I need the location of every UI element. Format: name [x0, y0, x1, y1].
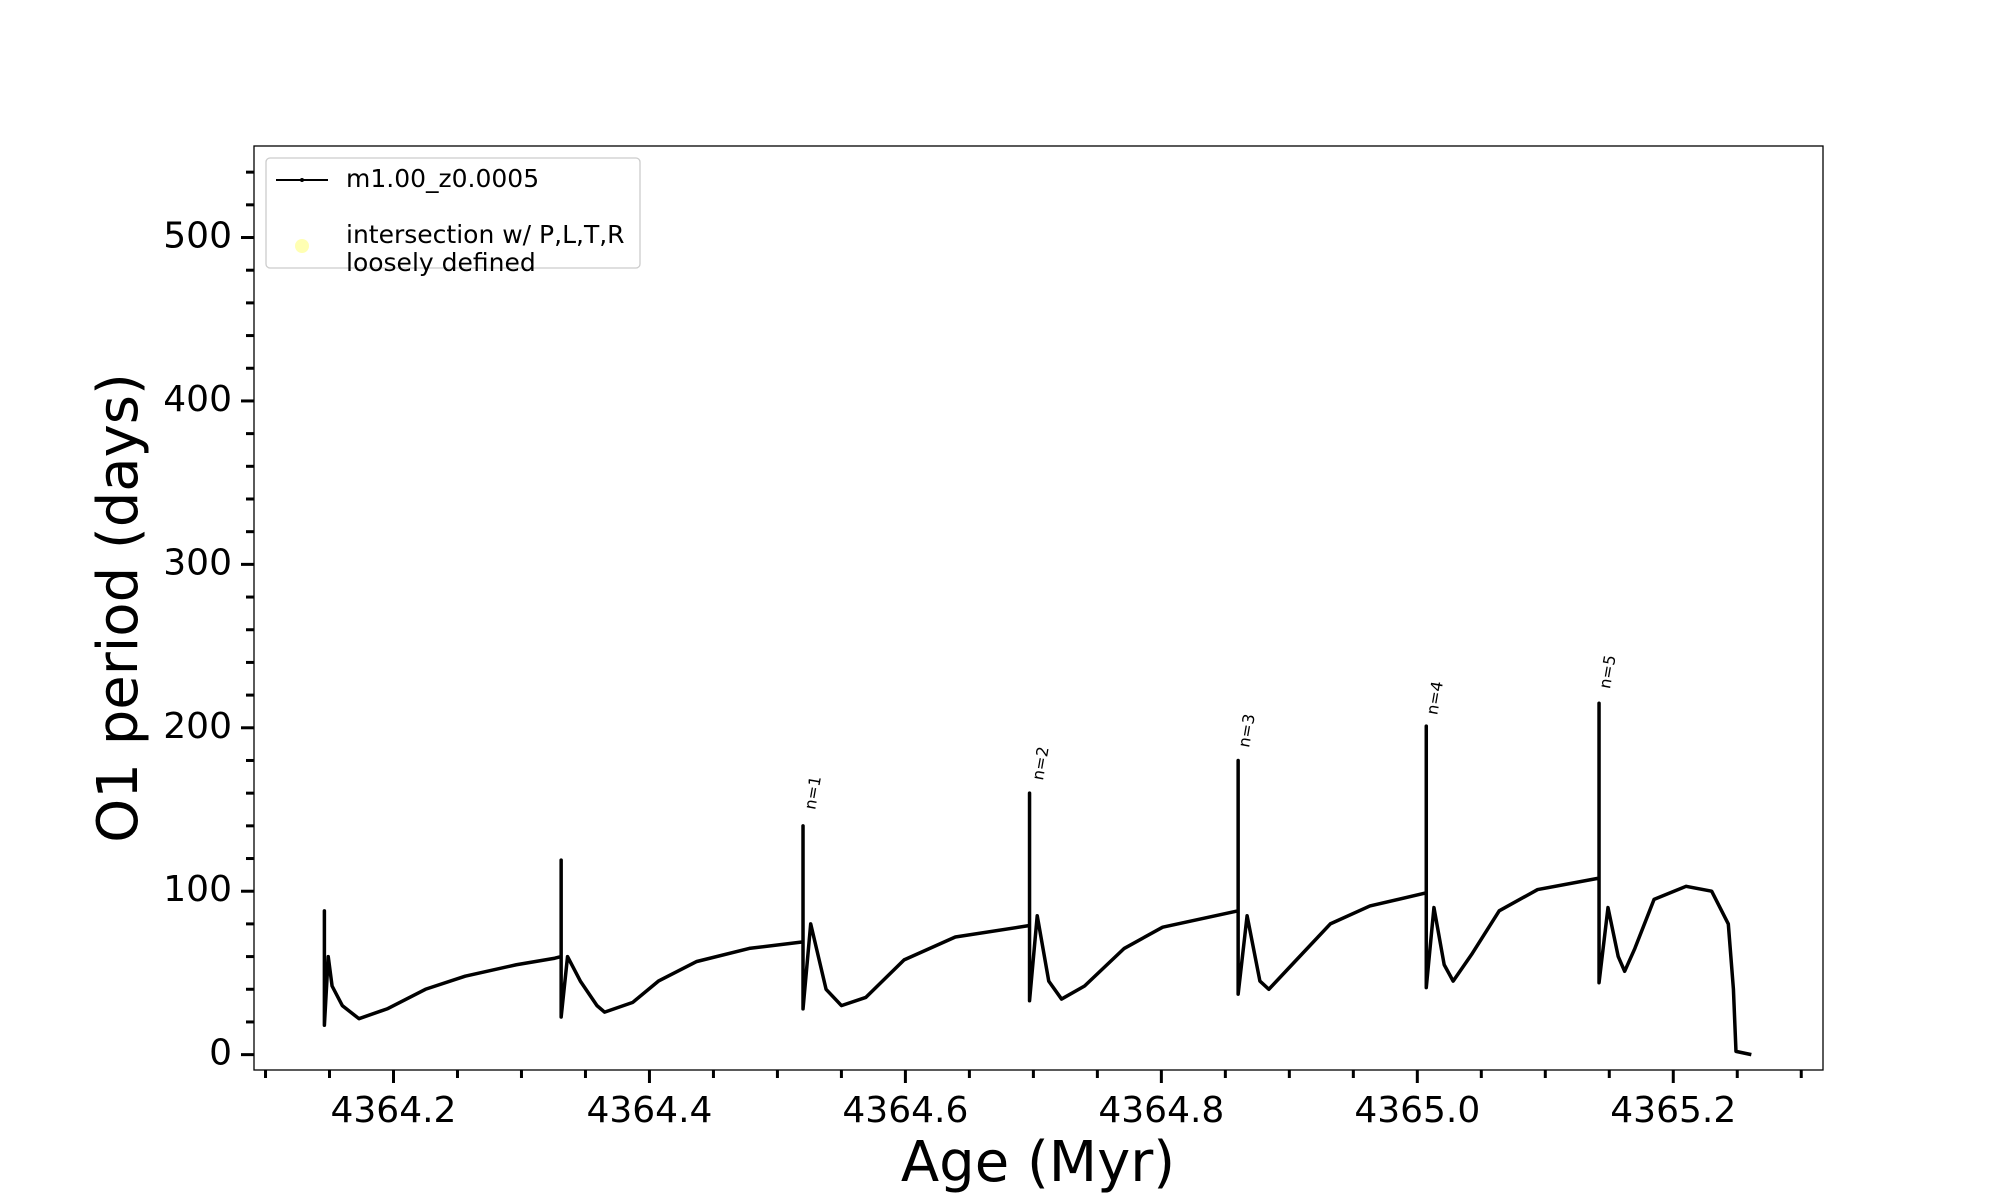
x-tick-label: 4364.2: [331, 1090, 457, 1131]
legend-label-line: loosely defined: [346, 248, 536, 277]
x-axis-label: Age (Myr): [901, 1130, 1175, 1195]
y-tick-label: 100: [163, 869, 232, 910]
legend: m1.00_z0.0005 intersection w/ P,L,T,R loos…: [265, 157, 641, 277]
legend-label-line: intersection w/ P,L,T,R: [346, 220, 625, 249]
x-tick-label: 4365.0: [1354, 1090, 1480, 1131]
legend-box: [265, 157, 641, 269]
x-tick-label: 4364.8: [1098, 1090, 1224, 1131]
data-line: [322, 701, 1752, 1057]
y-axis-label: O1 period (days): [86, 373, 151, 843]
legend-marker: [300, 178, 304, 182]
annotation: n=4: [1422, 680, 1447, 717]
y-tick-label: 0: [209, 1033, 232, 1074]
legend-label: intersection w/ P,L,T,R loosely defined: [346, 220, 625, 277]
annotation: n=1: [800, 774, 825, 811]
legend-marker: [295, 239, 309, 253]
plot-frame: [253, 145, 1824, 1071]
x-tick-label: 4365.2: [1610, 1090, 1736, 1131]
legend-label: m1.00_z0.0005: [346, 164, 539, 193]
x-tick-label: 4364.6: [842, 1090, 968, 1131]
y-tick-label: 500: [163, 216, 232, 257]
y-tick-label: 300: [163, 542, 232, 583]
x-tick-label: 4364.4: [586, 1090, 712, 1131]
y-tick-label: 200: [163, 706, 232, 747]
annotation: n=2: [1028, 745, 1053, 782]
annotation: n=3: [1234, 712, 1259, 749]
y-tick-label: 400: [163, 379, 232, 420]
annotation: n=5: [1595, 654, 1620, 691]
